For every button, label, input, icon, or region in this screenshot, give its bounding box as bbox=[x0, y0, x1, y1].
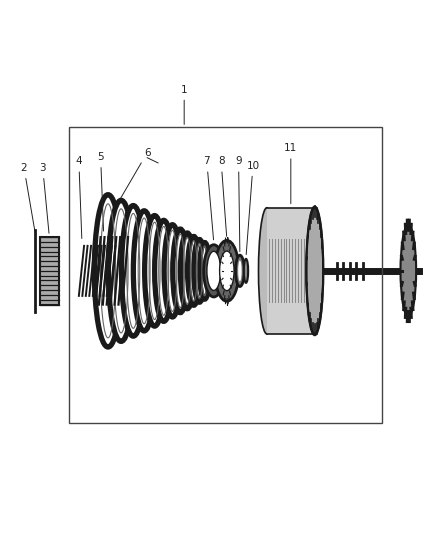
Text: 8: 8 bbox=[218, 156, 226, 236]
Ellipse shape bbox=[258, 208, 275, 334]
Text: 5: 5 bbox=[97, 152, 104, 231]
Text: 2: 2 bbox=[21, 163, 35, 231]
Ellipse shape bbox=[108, 200, 134, 341]
Text: 6: 6 bbox=[120, 148, 151, 199]
Ellipse shape bbox=[306, 208, 323, 334]
Bar bbox=[267, 208, 315, 334]
Ellipse shape bbox=[155, 220, 173, 321]
Ellipse shape bbox=[164, 225, 181, 317]
Ellipse shape bbox=[200, 243, 210, 299]
Text: 1: 1 bbox=[181, 85, 187, 124]
Ellipse shape bbox=[219, 251, 234, 290]
Ellipse shape bbox=[194, 239, 205, 302]
Ellipse shape bbox=[244, 259, 248, 283]
Ellipse shape bbox=[207, 251, 221, 290]
Ellipse shape bbox=[145, 215, 165, 326]
Text: 4: 4 bbox=[75, 156, 82, 238]
Ellipse shape bbox=[187, 237, 200, 305]
Ellipse shape bbox=[204, 245, 224, 297]
Bar bbox=[69, 127, 382, 423]
Ellipse shape bbox=[400, 225, 416, 317]
Ellipse shape bbox=[133, 211, 155, 331]
Ellipse shape bbox=[180, 233, 194, 309]
Text: 9: 9 bbox=[235, 156, 242, 252]
Ellipse shape bbox=[238, 261, 242, 281]
Text: 10: 10 bbox=[246, 161, 259, 255]
Ellipse shape bbox=[121, 206, 145, 336]
Text: 7: 7 bbox=[204, 156, 214, 240]
Bar bbox=[40, 237, 59, 304]
Ellipse shape bbox=[173, 229, 188, 313]
Ellipse shape bbox=[236, 255, 244, 287]
Bar bbox=[40, 237, 59, 304]
Ellipse shape bbox=[94, 195, 122, 347]
Text: 11: 11 bbox=[284, 143, 297, 204]
Ellipse shape bbox=[215, 240, 239, 301]
Text: 3: 3 bbox=[39, 163, 49, 233]
